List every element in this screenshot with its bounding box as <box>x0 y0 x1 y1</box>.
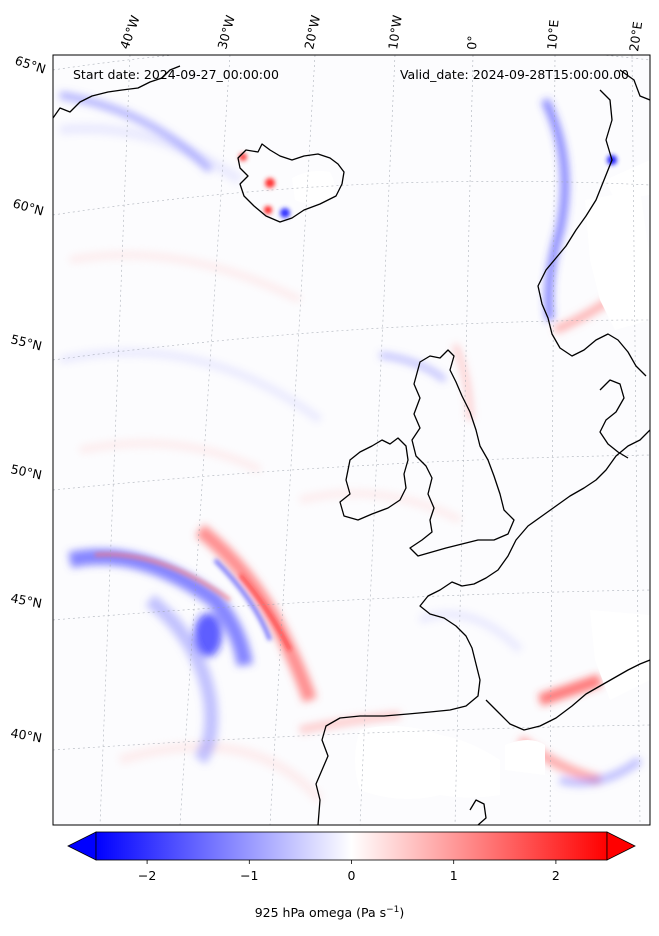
colorbar: −2 −1 0 1 2 <box>67 831 636 883</box>
lon-label: 10°E <box>544 19 562 50</box>
greenland-coast <box>53 65 181 119</box>
ireland-coast <box>339 437 409 521</box>
lon-label: 0° <box>464 35 480 50</box>
start-date-label: Start date: 2024-09-27_00:00:00 <box>73 67 279 82</box>
lat-label: 55°N <box>9 331 43 353</box>
iceland-coast <box>237 143 345 223</box>
lat-label: 40°N <box>9 725 43 745</box>
map-frame <box>52 54 651 826</box>
map-panel: Start date: 2024-09-27_00:00:00 Valid_da… <box>9 13 651 826</box>
corsica-coast <box>469 799 487 825</box>
lon-label: 20°W <box>301 14 323 51</box>
latitude-labels: 65°N 60°N 55°N 50°N 45°N 40°N <box>9 53 47 746</box>
lon-label: 30°W <box>214 14 237 51</box>
colorbar-tick-label: −1 <box>240 868 258 883</box>
lon-label: 40°W <box>117 13 143 51</box>
colorbar-extend-left <box>67 831 97 861</box>
colorbar-tick-label: 1 <box>450 868 458 883</box>
omega-field <box>59 91 650 804</box>
colorbar-tick-label: −2 <box>138 868 156 883</box>
colorbar-label: 925 hPa omega (Pa s−1) <box>254 905 405 921</box>
colorbar-body <box>95 831 608 861</box>
lat-label: 65°N <box>13 53 48 77</box>
lon-label: 20°E <box>626 20 645 52</box>
lon-label: 10°W <box>385 14 405 50</box>
coastlines <box>53 65 650 825</box>
lat-label: 50°N <box>9 461 43 482</box>
lat-label: 45°N <box>9 590 43 611</box>
denmark-coast <box>599 379 629 459</box>
valid-date-label: Valid_date: 2024-09-28T15:00:00.00 <box>400 67 629 82</box>
scandinavia-coast <box>537 89 647 377</box>
colorbar-ticks: −2 −1 0 1 2 <box>138 860 560 883</box>
graticule <box>53 55 650 825</box>
colorbar-tick-label: 2 <box>552 868 560 883</box>
colorbar-extend-right <box>606 831 636 861</box>
great-britain-coast <box>409 349 515 557</box>
europe-coast <box>315 429 650 825</box>
lat-label: 60°N <box>11 195 45 218</box>
iberia-coast <box>485 659 650 731</box>
longitude-labels: 40°W 30°W 20°W 10°W 0° 10°E 20°E <box>117 13 645 52</box>
ne-coast <box>619 69 650 101</box>
colorbar-tick-label: 0 <box>348 868 356 883</box>
